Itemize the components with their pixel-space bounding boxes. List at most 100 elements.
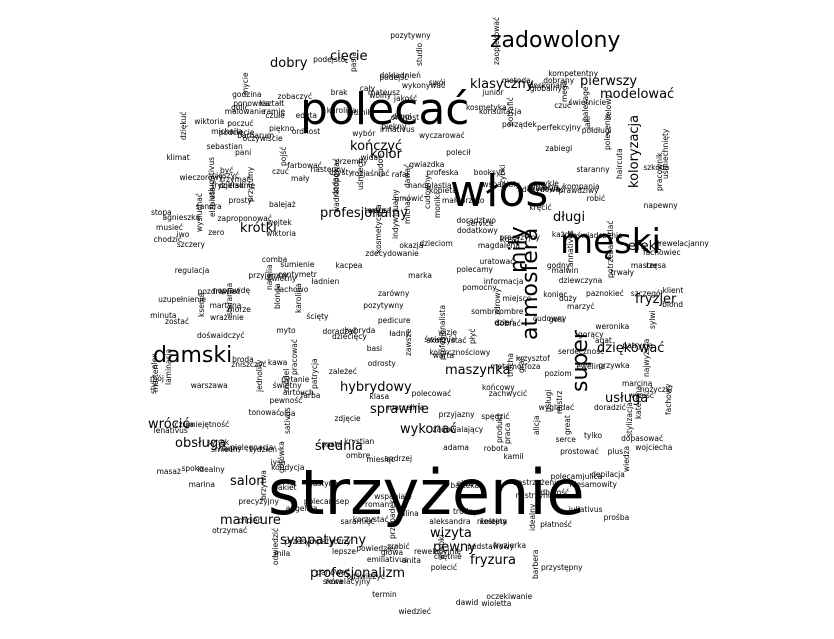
cloud-word: średnia [315,439,363,454]
cloud-word: korzystać [352,514,389,524]
cloud-word: odrosty [367,358,396,368]
cloud-word: warta [432,351,455,361]
cloud-word: zdjęcie [334,413,361,423]
cloud-word: poziom [544,368,572,378]
cloud-word: przemiły [334,157,368,167]
cloud-word: maszynka [445,363,511,378]
cloud-word: polecenie [603,113,613,151]
cloud-word: manicure [220,513,281,528]
cloud-word: być [220,166,234,175]
cloud-word: przesympatyczny [284,537,351,547]
cloud-word: robić [586,194,606,204]
cloud-word: lenativus [153,426,188,436]
cloud-word: płyć [468,328,478,345]
cloud-word: zostać [165,317,190,327]
cloud-word: weronika [595,322,630,332]
cloud-word: globalny [529,84,562,94]
cloud-word: masaż [156,466,181,476]
cloud-word: panować [316,568,350,578]
cloud-word: tonować [248,408,281,418]
cloud-word: przystępny [540,562,583,572]
cloud-word: chcieć [237,516,262,525]
cloud-word: kawa [267,358,288,368]
cloud-word: zależeć [328,366,357,376]
cloud-word: trzymać [220,174,251,184]
cloud-word: klasa [369,392,390,402]
cloud-word: perfekcyjny [537,122,581,132]
cloud-word: końcowy [482,382,515,392]
cloud-word: profesjonalny [320,206,408,221]
cloud-word: warszawa [190,380,228,390]
cloud-word: marcelina [387,402,425,412]
cloud-word: fryzjer [635,292,677,307]
cloud-word: konsultacja [478,106,522,116]
cloud-word: pozdrawiać [197,287,241,297]
cloud-word: fachowo [276,284,309,294]
cloud-word: doradztwo [456,215,496,225]
cloud-word: kondycja [271,462,305,472]
cloud-word: trudny [452,507,478,517]
cloud-word: broda [232,355,254,365]
cloud-word: klasyczny [470,77,534,92]
cloud-word: zdecydować [518,184,565,194]
cloud-word: pytanie [281,374,310,384]
cloud-word: basi [366,344,383,354]
cloud-word: dodać [331,172,341,196]
cloud-word: juliativus [568,504,603,514]
cloud-word: tydzień [249,445,278,455]
cloud-word: myto [276,326,296,336]
cloud-word: blonda [273,283,283,310]
cloud-word: junior [482,87,504,97]
cloud-word: dopasować [621,433,664,443]
cloud-word: potrzebaśvitlać [606,220,615,278]
cloud-word: synek [207,437,230,447]
cloud-word: sandra [195,202,222,212]
cloud-word: magdalena [477,241,520,251]
cloud-word: angelika [285,504,318,514]
cloud-word: prostować [560,446,599,456]
cloud-word: emiliativus [366,555,408,565]
cloud-word: polecamy [456,265,493,275]
cloud-word: agat [594,335,612,345]
cloud-word: polecować [411,389,452,399]
cloud-word: indywidualny [390,189,400,239]
cloud-word: wykonać [400,422,457,437]
cloud-word: doskonały [528,80,567,90]
cloud-word: wolny [369,91,392,101]
cloud-word: great [562,415,572,436]
cloud-word: skorzystać [426,335,467,345]
cloud-word: polecił [446,148,471,158]
cloud-word: wyglądać [538,403,575,413]
cloud-word: śmiech [210,445,238,455]
cloud-word: wizyta [430,526,472,541]
cloud-word: master [630,261,658,271]
cloud-word: okazja [399,240,424,250]
cloud-word: wiedza [621,445,631,472]
cloud-word: zniszczyć [231,360,267,370]
cloud-word: kompetentny [548,69,599,79]
cloud-word: farba [300,390,321,400]
cloud-word: trwały [610,268,635,278]
cloud-word: alicja [531,415,541,435]
cloud-word: karolina [294,283,304,313]
cloud-word: pedicure [377,316,411,326]
cloud-word: studio [415,42,425,66]
cloud-word: minuta [150,311,177,321]
cloud-word: iysn [270,458,286,468]
cloud-word: laminacja [163,349,173,386]
cloud-word: przyjazny [438,410,475,420]
cloud-word: stopa [150,208,172,218]
cloud-word: dzieciom [419,239,453,249]
cloud-word: oczekiwanie [486,592,533,602]
cloud-word: powiedzieć [356,543,398,553]
cloud-word: następny [310,164,346,174]
cloud-word: robota [483,444,509,454]
cloud-word: gotówka [277,440,287,473]
cloud-word: polecamsep [303,497,350,507]
cloud-word: informacja [483,276,524,286]
cloud-word: jakość [393,94,418,104]
cloud-word: nanoplastia [407,180,452,190]
cloud-word: pielęgnacja [230,443,274,453]
cloud-word: modelować [600,87,675,102]
cloud-word: koszt [500,234,521,244]
